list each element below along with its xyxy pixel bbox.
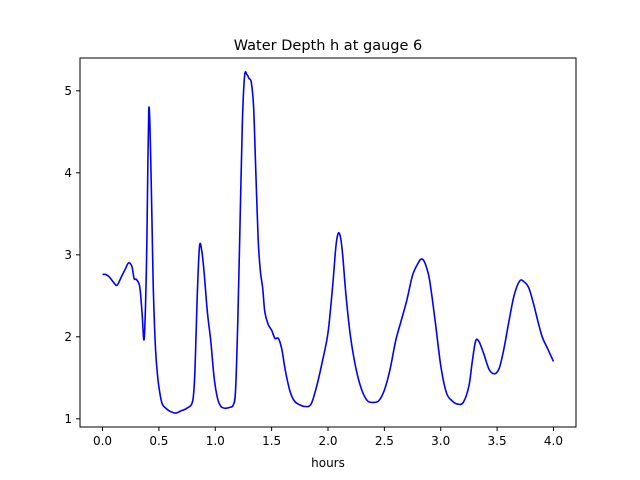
x-tick-label: 3.0	[431, 434, 450, 448]
x-tick-label: 2.5	[375, 434, 394, 448]
y-tick-label: 4	[64, 166, 72, 180]
y-tick-label: 5	[64, 84, 72, 98]
chart-title: Water Depth h at gauge 6	[234, 38, 422, 54]
x-tick-label: 0.5	[149, 434, 168, 448]
x-tick-label: 3.5	[488, 434, 507, 448]
plot-frame	[79, 57, 577, 428]
series-line-water-depth	[102, 71, 555, 414]
x-tick-label: 1.5	[262, 434, 281, 448]
y-tick-label: 1	[64, 412, 72, 426]
x-axis-label: hours	[311, 456, 345, 470]
x-tick-label: 2.0	[318, 434, 337, 448]
y-tick-label: 2	[64, 330, 72, 344]
x-tick-label: 1.0	[206, 434, 225, 448]
x-tick-label: 4.0	[544, 434, 563, 448]
x-tick-label: 0.0	[93, 434, 112, 448]
y-tick-label: 3	[64, 248, 72, 262]
